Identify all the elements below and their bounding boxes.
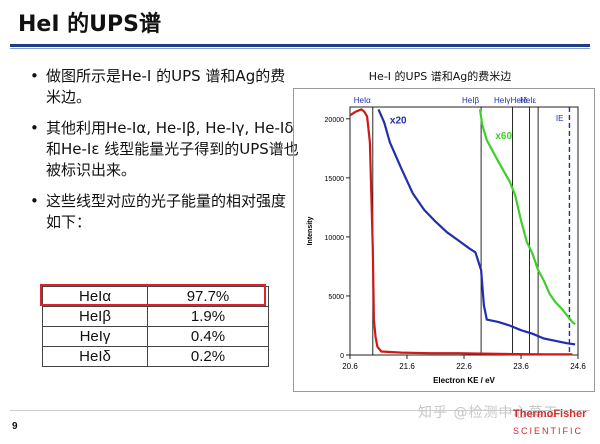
line-intensity: 1.9% [147, 306, 269, 327]
line-marker-label: IE [556, 114, 564, 123]
line-marker-label: HeIβ [462, 96, 479, 105]
bullet-item: 其他利用He-Iα, He-Iβ, He-Iγ, He-Iδ和He-Iε 线型能… [30, 118, 300, 181]
scale-annotation: x60 [495, 131, 512, 142]
plot-area [349, 106, 579, 356]
table-row: HeIγ 0.4% [42, 326, 269, 347]
line-label: HeIβ [42, 306, 148, 327]
table-row: HeIα 97.7% [42, 286, 269, 307]
chart-title: He-I 的UPS 谱和Ag的费米边 [368, 70, 512, 83]
bullet-list: 做图所示是He-I 的UPS 谱和Ag的费米边。 其他利用He-Iα, He-I… [30, 66, 300, 243]
line-marker-label: HeIε [520, 96, 536, 105]
x-tick-label: 20.6 [342, 362, 358, 371]
y-tick-label: 10000 [325, 235, 345, 242]
x-tick-label: 22.6 [456, 362, 472, 371]
line-marker-label: HeIδ [511, 96, 528, 105]
line-label: HeIγ [42, 326, 148, 347]
x-tick-label: 21.6 [399, 362, 415, 371]
line-intensity: 0.4% [147, 326, 269, 347]
chart-frame: 20.6 21.6 22.6 23.6 24.6 0 5000 10000 15000 20000… [293, 88, 595, 392]
series-line [478, 109, 576, 326]
scale-annotation: x20 [390, 116, 407, 127]
page-number: 9 [12, 421, 18, 432]
bullet-item: 做图所示是He-I 的UPS 谱和Ag的费米边。 [30, 66, 300, 108]
x-tick-label: 23.6 [513, 362, 529, 371]
title-underline-thin [10, 48, 590, 49]
series-line [349, 108, 573, 356]
watermark: 知乎 @检测中心莫工 [418, 405, 559, 421]
x-axis-label: Electron KE / eV [433, 376, 495, 385]
y-tick-label: 5000 [328, 294, 344, 301]
line-label: HeIα [42, 286, 148, 307]
brand-tagline: SCIENTIFIC [513, 426, 584, 436]
line-marker-label: HeIα [354, 96, 371, 105]
ups-spectrum-chart: 20.6 21.6 22.6 23.6 24.6 0 5000 10000 15000 20000… [307, 96, 586, 385]
title-underline [10, 44, 590, 47]
intensity-table: HeIα 97.7% HeIβ 1.9% HeIγ 0.4% HeIδ 0.2% [42, 286, 269, 367]
table-row: HeIδ 0.2% [42, 346, 269, 367]
bullet-item: 这些线型对应的光子能量的相对强度如下： [30, 191, 300, 233]
brand-logo: ThermoFisher [513, 408, 587, 420]
x-tick-label: 24.6 [570, 362, 586, 371]
series-line [377, 108, 576, 346]
table-row: HeIβ 1.9% [42, 306, 269, 327]
y-tick-label: 20000 [325, 117, 345, 124]
line-label: HeIδ [42, 346, 148, 367]
slide-title: HeI 的UPS谱 [18, 12, 162, 37]
line-intensity: 0.2% [147, 346, 269, 367]
y-tick-label: 0 [340, 353, 344, 360]
footer-rule [10, 410, 590, 411]
y-tick-label: 15000 [325, 176, 345, 183]
line-intensity: 97.7% [147, 286, 269, 307]
line-marker-label: HeIγ [494, 96, 510, 105]
y-axis-label: Intensity [307, 217, 314, 246]
